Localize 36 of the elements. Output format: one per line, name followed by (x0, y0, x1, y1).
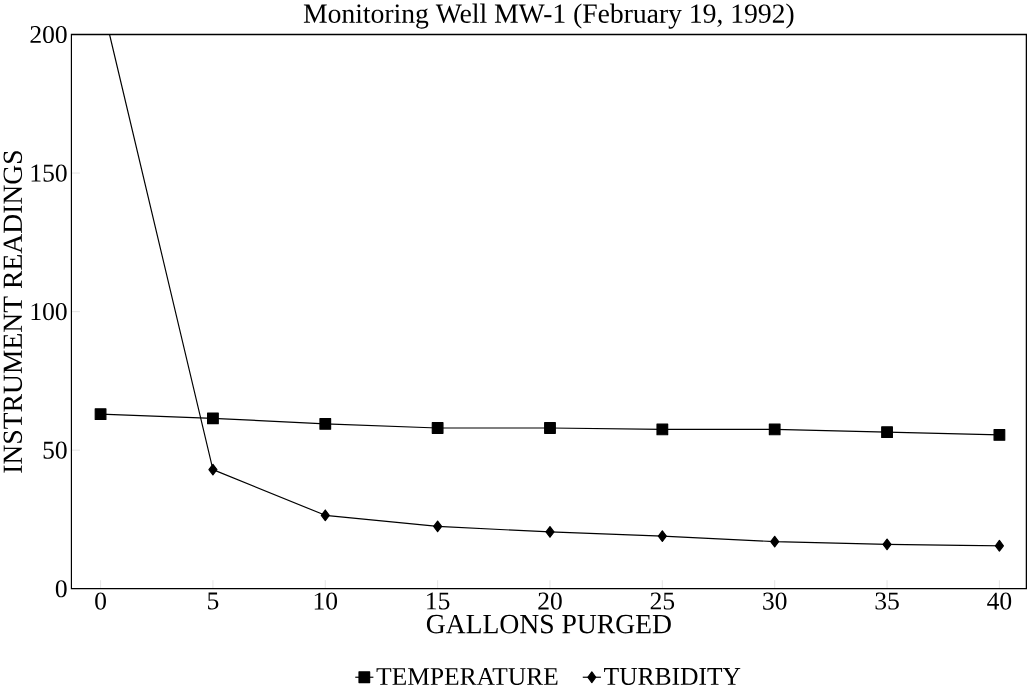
point (207, 412, 219, 425)
point (993, 429, 1006, 442)
x-tick-label: 30 (763, 592, 787, 610)
point (881, 426, 893, 439)
legend-label: TEMPERATURE (376, 668, 558, 686)
y-tick-label: 200 (30, 26, 67, 44)
x-tick-label: 15 (427, 592, 450, 610)
x-tick-label: 5 (208, 592, 219, 610)
x-tick-label: 0 (95, 592, 106, 610)
x-tick-label: 20 (538, 592, 562, 610)
point (545, 526, 555, 539)
point (433, 520, 443, 533)
x-tick-label: 40 (987, 592, 1012, 610)
y-tick-label: 0 (55, 580, 67, 598)
legend-label: TURBIDITY (604, 668, 741, 686)
chart-title: Monitoring Well MW-1 (February 19, 1992) (303, 3, 794, 29)
y-tick-label: 100 (31, 303, 67, 321)
x-tick-label: 25 (650, 592, 675, 610)
y-tick-label: 150 (31, 164, 67, 182)
point (882, 538, 892, 551)
point (94, 408, 107, 421)
point (319, 418, 332, 430)
point (657, 530, 667, 543)
y-axis-title: INSTRUMENT READINGS (3, 151, 23, 473)
point (208, 463, 218, 476)
x-tick-label: 35 (875, 592, 899, 610)
point (768, 423, 781, 436)
x-tick-label: 10 (314, 592, 338, 610)
point (770, 535, 780, 548)
point (656, 423, 669, 436)
point (320, 509, 330, 522)
point (544, 422, 556, 435)
point (431, 422, 444, 435)
x-axis-title: GALLONS PURGED (426, 615, 671, 634)
point (994, 540, 1004, 552)
y-tick-label: 50 (43, 441, 67, 459)
